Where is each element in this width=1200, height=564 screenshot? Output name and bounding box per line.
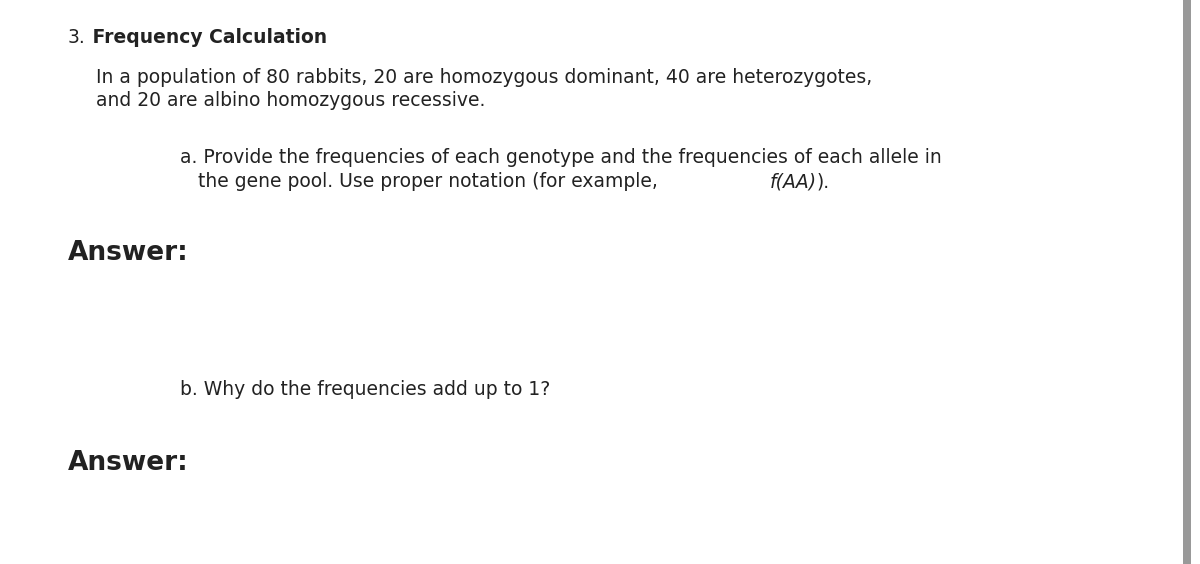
Text: Answer:: Answer: xyxy=(68,450,188,476)
Text: 3.: 3. xyxy=(68,28,85,47)
Text: b. Why do the frequencies add up to 1?: b. Why do the frequencies add up to 1? xyxy=(180,380,551,399)
Text: In a population of 80 rabbits, 20 are homozygous dominant, 40 are heterozygotes,: In a population of 80 rabbits, 20 are ho… xyxy=(96,68,872,87)
Text: and 20 are albino homozygous recessive.: and 20 are albino homozygous recessive. xyxy=(96,91,485,110)
Text: the gene pool. Use proper notation (for example,: the gene pool. Use proper notation (for … xyxy=(198,172,664,191)
Text: f(AA): f(AA) xyxy=(769,172,816,191)
Bar xyxy=(1183,0,1190,564)
Text: a. Provide the frequencies of each genotype and the frequencies of each allele i: a. Provide the frequencies of each genot… xyxy=(180,148,942,167)
Text: Answer:: Answer: xyxy=(68,240,188,266)
Text: ).: ). xyxy=(816,172,829,191)
Text: Frequency Calculation: Frequency Calculation xyxy=(86,28,328,47)
